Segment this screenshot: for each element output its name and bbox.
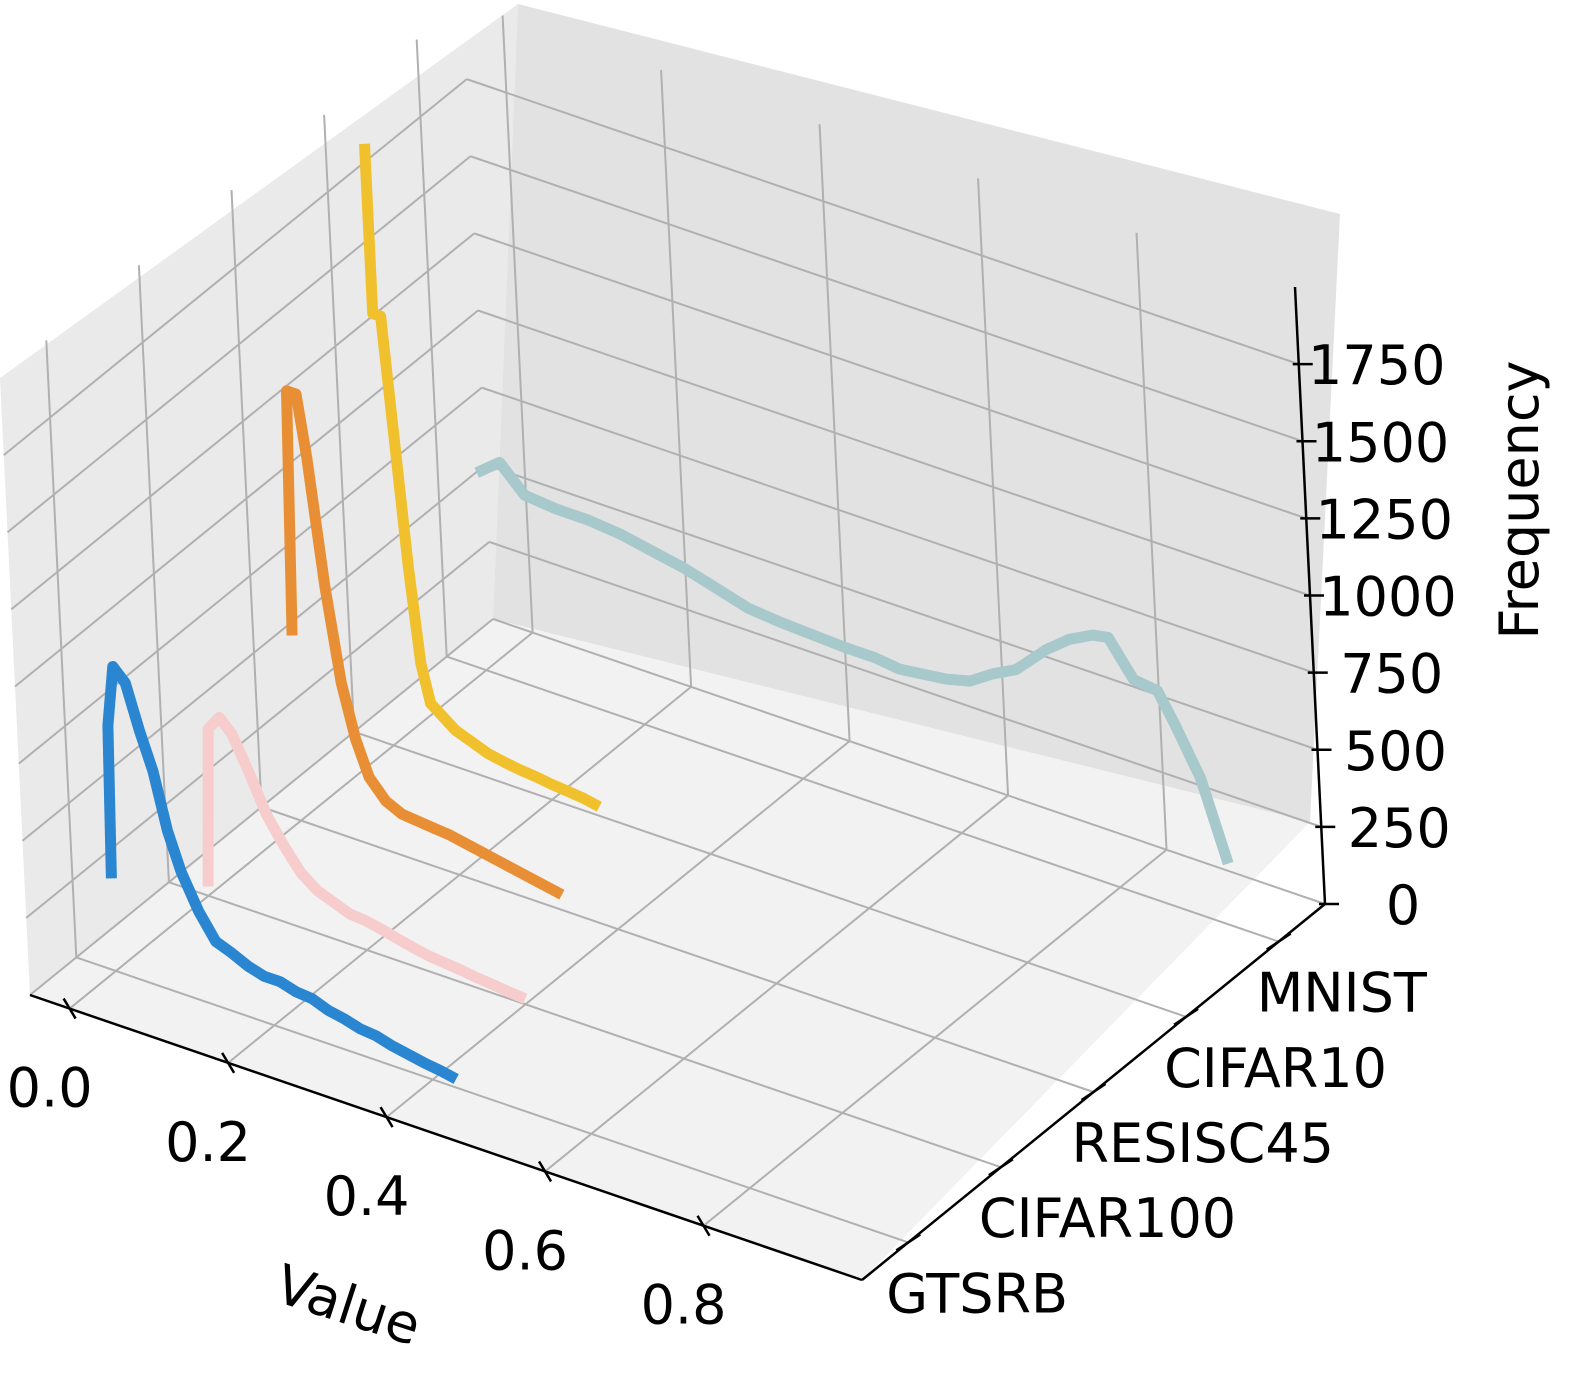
z-gridline-back-4	[477, 309, 1311, 597]
x-tick-3	[537, 1160, 553, 1183]
axes	[29, 286, 1339, 1282]
y-tick-0	[895, 1233, 921, 1252]
z-gridline-left-3	[18, 386, 483, 765]
y-gridline-floor-3	[353, 730, 1187, 1018]
y-category-label: CIFAR10	[1164, 1037, 1387, 1100]
series-line-gtsrb	[102, 661, 459, 1084]
z-tick-label: 1750	[1308, 334, 1445, 397]
y-tick-1	[988, 1158, 1014, 1177]
x-tick-label: 0.4	[324, 1165, 410, 1228]
y-tick-2	[1080, 1082, 1107, 1102]
x-tick-label: 0.0	[7, 1057, 93, 1120]
z-gridline-left-6	[6, 155, 472, 534]
series-line-mnist	[474, 456, 1234, 866]
x-tick-0	[62, 997, 77, 1020]
x-tick-label: 0.8	[641, 1274, 727, 1337]
x-tick-label: 0.2	[165, 1111, 251, 1174]
series-lines	[102, 143, 1234, 1084]
z-tick-label: 1250	[1316, 488, 1453, 551]
z-gridline-back-2	[485, 463, 1318, 751]
z-tick-label: 750	[1340, 643, 1443, 706]
x-tick-1	[221, 1052, 236, 1074]
z-tick-label: 1000	[1319, 566, 1456, 629]
z-gridline-back-3	[481, 386, 1315, 674]
z-tick-label: 250	[1348, 797, 1451, 860]
z-gridline-back-7	[466, 78, 1300, 366]
series-line-resisc45	[281, 385, 565, 900]
z-gridline-back-1	[488, 540, 1322, 828]
left-wall-pane	[0, 4, 518, 995]
z-gridline-left-4	[14, 309, 479, 688]
y-category-label: CIFAR100	[979, 1187, 1236, 1250]
floor-pane	[30, 619, 1310, 1280]
z-gridline-left-7	[3, 78, 468, 456]
z-tick-label: 1500	[1312, 411, 1449, 474]
z-axis-label: Frequency	[1488, 361, 1551, 640]
y-tick-3	[1173, 1007, 1199, 1026]
x-tick-2	[379, 1106, 394, 1128]
tick-labels: 0.00.20.40.60.8 GTSRBCIFAR100RESISC45CIFA…	[7, 334, 1457, 1337]
x-axis-line	[29, 993, 863, 1282]
z-gridline-back-5	[473, 232, 1307, 520]
y-gridline-floor-2	[261, 806, 1094, 1093]
z-gridline-back-0	[492, 618, 1326, 905]
series-line-cifar100	[202, 712, 528, 1004]
y-category-label: RESISC45	[1072, 1112, 1335, 1175]
y-gridline-floor-0	[75, 956, 909, 1244]
y-gridline-floor-1	[168, 881, 1002, 1169]
y-category-label: GTSRB	[886, 1262, 1068, 1325]
z-gridline-left-5	[10, 232, 475, 611]
y-tick-4	[1266, 932, 1292, 951]
back-wall-pane	[493, 4, 1340, 822]
z-tick-label: 0	[1386, 874, 1420, 937]
y-gridline-floor-4	[446, 655, 1280, 943]
series-line-cifar10	[359, 143, 602, 812]
x-tick-label: 0.6	[482, 1219, 568, 1282]
x-tick-4	[696, 1215, 711, 1237]
x-axis-label: Value	[268, 1252, 429, 1358]
y-category-label: MNIST	[1257, 962, 1428, 1025]
z-gridline-back-6	[470, 155, 1303, 443]
z-tick-label: 500	[1344, 720, 1447, 783]
